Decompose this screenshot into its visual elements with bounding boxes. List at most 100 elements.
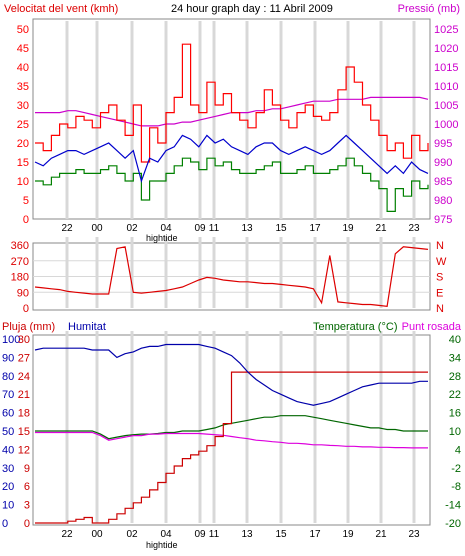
series-humidity-line [34,343,428,406]
tick-rain-8: 6 [24,481,30,493]
hour-label-1-4: 09 [194,529,206,540]
tick-rain-0: 30 [18,334,30,346]
tick-wind-1: 45 [17,43,29,55]
tick-rain-7: 9 [24,463,30,475]
hour-label-1-3: 04 [160,529,172,540]
tick-direction-1: 270 [11,256,29,268]
tick-rain-4: 18 [18,408,30,420]
tick-humidity-8: 20 [2,481,14,493]
grid-lines [33,21,430,523]
tick-humidity-3: 70 [2,389,14,401]
series-wind-low-line [35,157,429,212]
hour-label-1-9: 19 [342,529,354,540]
tick-temperature-7: -2 [451,463,461,475]
tick-wind-5: 25 [17,119,29,131]
tick-rain-10: 0 [24,518,30,530]
series-wind-gust-line [35,43,429,163]
tick-humidity-9: 10 [2,500,14,512]
tick-pressure-4: 1005 [434,100,458,112]
tick-wind-10: 0 [23,214,29,226]
tick-compass-4: N [436,303,444,315]
series-wind-average-line [34,134,429,184]
hour-label-0-11: 23 [408,223,420,234]
hour-label-1-8: 17 [309,529,321,540]
tick-wind-3: 35 [17,81,29,93]
hour-label-0-5: 11 [209,223,220,234]
tick-pressure-3: 1010 [434,81,458,93]
tick-wind-6: 20 [17,138,29,150]
hour-label-0-2: 02 [126,223,138,234]
hour-label-0-0: 22 [61,223,73,234]
data-series [34,43,429,524]
tick-rain-1: 27 [18,352,30,364]
tick-wind-8: 10 [17,176,29,188]
tick-wind-7: 15 [17,157,29,169]
hour-label-1-2: 02 [126,529,138,540]
pressure-axis-label: Pressió (mb) [398,3,460,15]
tick-wind-0: 50 [17,24,29,36]
chart-title: 24 hour graph day : 11 Abril 2009 [171,3,333,15]
hour-label-0-8: 17 [309,223,321,234]
tick-compass-2: S [436,272,443,284]
tick-direction-0: 360 [11,240,29,252]
tick-labels: 5045403530252015105010251020101510101005… [2,24,461,540]
tick-humidity-4: 60 [2,408,14,420]
tick-compass-3: E [436,287,443,299]
hour-label-1-7: 15 [275,529,287,540]
rain-axis-label: Pluja (mm) [2,321,55,333]
tick-temperature-2: 28 [449,371,461,383]
hightide-label-2: hightide [146,540,178,550]
series-dewpoint-line [35,431,428,449]
tick-pressure-10: 975 [434,214,452,226]
hour-label-1-10: 21 [375,529,387,540]
wind-axis-label: Velocitat del vent (kmh) [4,3,118,15]
tick-rain-6: 12 [18,444,30,456]
humidity-axis-label: Humitat [68,321,106,333]
tick-temperature-8: -8 [451,481,461,493]
tick-humidity-6: 40 [2,444,14,456]
tick-wind-9: 5 [23,195,29,207]
tick-compass-0: N [436,240,444,252]
tick-temperature-0: 40 [449,334,461,346]
tick-pressure-7: 990 [434,157,452,169]
tick-temperature-3: 22 [449,389,461,401]
tick-rain-2: 24 [18,371,30,383]
hightide-label-1: hightide [146,233,178,243]
tick-rain-5: 15 [18,426,30,438]
tick-temperature-5: 10 [449,426,461,438]
tick-pressure-2: 1015 [434,62,458,74]
hour-label-0-10: 21 [375,223,387,234]
tick-humidity-5: 50 [2,426,14,438]
tick-temperature-6: 4 [455,444,461,456]
panel-rain-frame [32,334,431,526]
panel-wind-frame [32,18,431,220]
tick-humidity-0: 100 [2,334,20,346]
tick-pressure-5: 1000 [434,119,458,131]
tick-pressure-0: 1025 [434,24,458,36]
series-rain-line [35,371,428,524]
tick-temperature-4: 16 [449,408,461,420]
tick-humidity-10: 0 [2,518,8,530]
tick-wind-2: 40 [17,62,29,74]
hour-label-1-6: 13 [241,529,253,540]
tick-direction-3: 90 [17,287,29,299]
tick-humidity-7: 30 [2,463,14,475]
hour-label-1-1: 00 [91,529,103,540]
tick-pressure-6: 995 [434,138,452,150]
hour-label-1-5: 11 [209,529,220,540]
tick-direction-4: 0 [23,303,29,315]
temperature-axis-label: Temperatura (°C) [313,321,397,333]
tick-temperature-10: -20 [445,518,461,530]
tick-direction-2: 180 [11,272,29,284]
hour-label-0-3: 04 [160,223,172,234]
tick-rain-3: 21 [18,389,30,401]
tick-humidity-1: 90 [2,352,14,364]
dewpoint-axis-label: Punt rosada [402,321,462,333]
hour-label-1-11: 23 [408,529,420,540]
series-wind-direction-line [34,246,429,307]
hour-label-0-7: 15 [275,223,287,234]
tick-wind-4: 30 [17,100,29,112]
tick-pressure-9: 980 [434,195,452,207]
